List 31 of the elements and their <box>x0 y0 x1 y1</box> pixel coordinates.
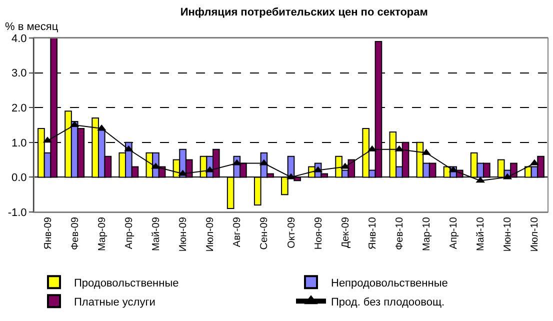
x-tick-label: Фев-10 <box>394 216 406 250</box>
x-tick-label: Мар-10 <box>422 216 433 252</box>
x-tick-label: Дек-09 <box>340 216 352 248</box>
x-tick-label: Мар-09 <box>96 216 108 252</box>
x-tick-label: Янв-10 <box>367 216 378 250</box>
x-tick-label: Июл-10 <box>530 216 541 252</box>
y-tick-label: 1.0 <box>12 137 27 150</box>
x-tick-label: Апр-09 <box>124 216 135 250</box>
legend-label: Платные услуги <box>74 296 156 308</box>
y-tick-label: 2.0 <box>12 102 27 114</box>
y-tick-label: -1.0 <box>8 206 27 219</box>
legend-label: Продовольственные <box>74 277 179 290</box>
x-tick-label: Июл-09 <box>205 216 216 252</box>
x-tick-label: Сен-09 <box>259 216 270 250</box>
legend-label: Непродовольственные <box>331 277 448 290</box>
x-tick-label: Май-10 <box>476 216 487 252</box>
x-tick-label: Окт-09 <box>286 216 298 248</box>
y-tick-label: 0.0 <box>12 172 27 184</box>
x-tick-label: Апр-10 <box>448 216 460 250</box>
x-tick-label: Июн-09 <box>178 216 190 252</box>
x-tick-label: Авг-09 <box>232 216 244 248</box>
x-tick-label: Май-09 <box>150 216 162 252</box>
x-tick-label: Фев-09 <box>70 216 81 250</box>
legend-label: Прод. без плодоовощ. <box>331 296 445 308</box>
x-tick-label: Июн-10 <box>502 216 514 252</box>
y-axis-title: % в месяц <box>5 21 59 33</box>
y-tick-label: 4.0 <box>12 32 27 45</box>
x-tick-label: Янв-09 <box>42 216 54 250</box>
chart-title: Инфляция потребительских цен по секторам <box>180 6 428 19</box>
y-tick-label: 3.0 <box>12 68 27 80</box>
x-tick-label: Ноя-09 <box>313 216 324 250</box>
